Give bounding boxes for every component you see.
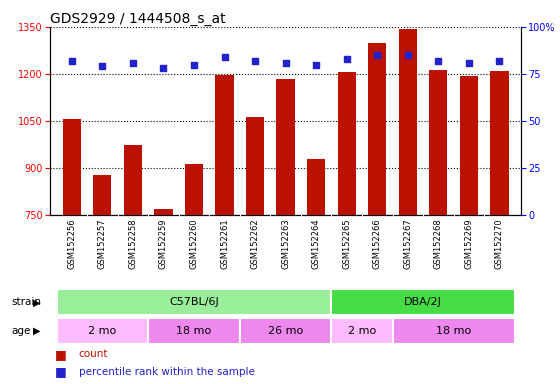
Text: ■: ■ (55, 348, 67, 361)
Bar (490, 71, 508, 215)
Text: GSM152259: GSM152259 (159, 219, 168, 269)
Text: GSM152269: GSM152269 (464, 219, 473, 269)
Bar (185, 164, 203, 215)
Point (250, 58, 259, 64)
Bar (246, 117, 264, 215)
Point (128, 60, 137, 66)
Point (98, 63, 107, 70)
Bar (124, 145, 142, 215)
Bar (460, 76, 478, 215)
Text: GSM152258: GSM152258 (128, 219, 137, 269)
Point (67, 58, 76, 64)
Text: GSM152265: GSM152265 (342, 219, 351, 269)
Text: 2 mo: 2 mo (348, 326, 376, 336)
Point (373, 52, 382, 58)
Text: ▶: ▶ (32, 297, 40, 308)
Text: GSM152270: GSM152270 (495, 219, 504, 269)
Point (281, 60, 290, 66)
Text: 18 mo: 18 mo (436, 326, 471, 336)
Bar (332, 290, 515, 315)
Text: GSM152263: GSM152263 (281, 219, 290, 270)
Text: GSM152256: GSM152256 (67, 219, 76, 269)
Text: DBA/2J: DBA/2J (404, 297, 442, 308)
Text: 18 mo: 18 mo (176, 326, 212, 336)
Bar (240, 318, 332, 344)
Bar (93, 175, 111, 215)
Bar (277, 79, 295, 215)
Bar (57, 318, 148, 344)
Text: GSM152266: GSM152266 (373, 219, 382, 270)
Bar (399, 29, 417, 215)
Point (312, 61, 321, 68)
Text: C57BL/6J: C57BL/6J (169, 297, 219, 308)
Point (342, 56, 351, 62)
Point (495, 58, 504, 64)
Point (434, 58, 443, 64)
Bar (154, 209, 172, 215)
Bar (63, 119, 81, 215)
Bar (307, 159, 325, 215)
Bar (429, 70, 447, 215)
Text: strain: strain (11, 297, 41, 308)
Text: percentile rank within the sample: percentile rank within the sample (78, 366, 254, 377)
Text: GSM152257: GSM152257 (98, 219, 107, 269)
Text: 2 mo: 2 mo (88, 326, 116, 336)
Text: age: age (11, 326, 31, 336)
Text: 26 mo: 26 mo (268, 326, 303, 336)
Point (159, 65, 168, 71)
Bar (332, 318, 393, 344)
Bar (368, 43, 386, 215)
Text: GSM152268: GSM152268 (434, 219, 443, 270)
Bar (216, 75, 234, 215)
Text: GSM152261: GSM152261 (220, 219, 229, 269)
Bar (57, 290, 332, 315)
Text: GDS2929 / 1444508_s_at: GDS2929 / 1444508_s_at (50, 12, 226, 26)
Point (403, 52, 412, 58)
Bar (338, 72, 356, 215)
Point (220, 54, 229, 60)
Point (464, 60, 473, 66)
Bar (148, 318, 240, 344)
Point (189, 61, 198, 68)
Text: GSM152267: GSM152267 (403, 219, 412, 270)
Text: ▶: ▶ (32, 326, 40, 336)
Text: GSM152262: GSM152262 (250, 219, 259, 269)
Text: ■: ■ (55, 365, 67, 378)
Text: count: count (78, 349, 108, 359)
Bar (393, 318, 515, 344)
Text: GSM152260: GSM152260 (189, 219, 198, 269)
Text: GSM152264: GSM152264 (312, 219, 321, 269)
